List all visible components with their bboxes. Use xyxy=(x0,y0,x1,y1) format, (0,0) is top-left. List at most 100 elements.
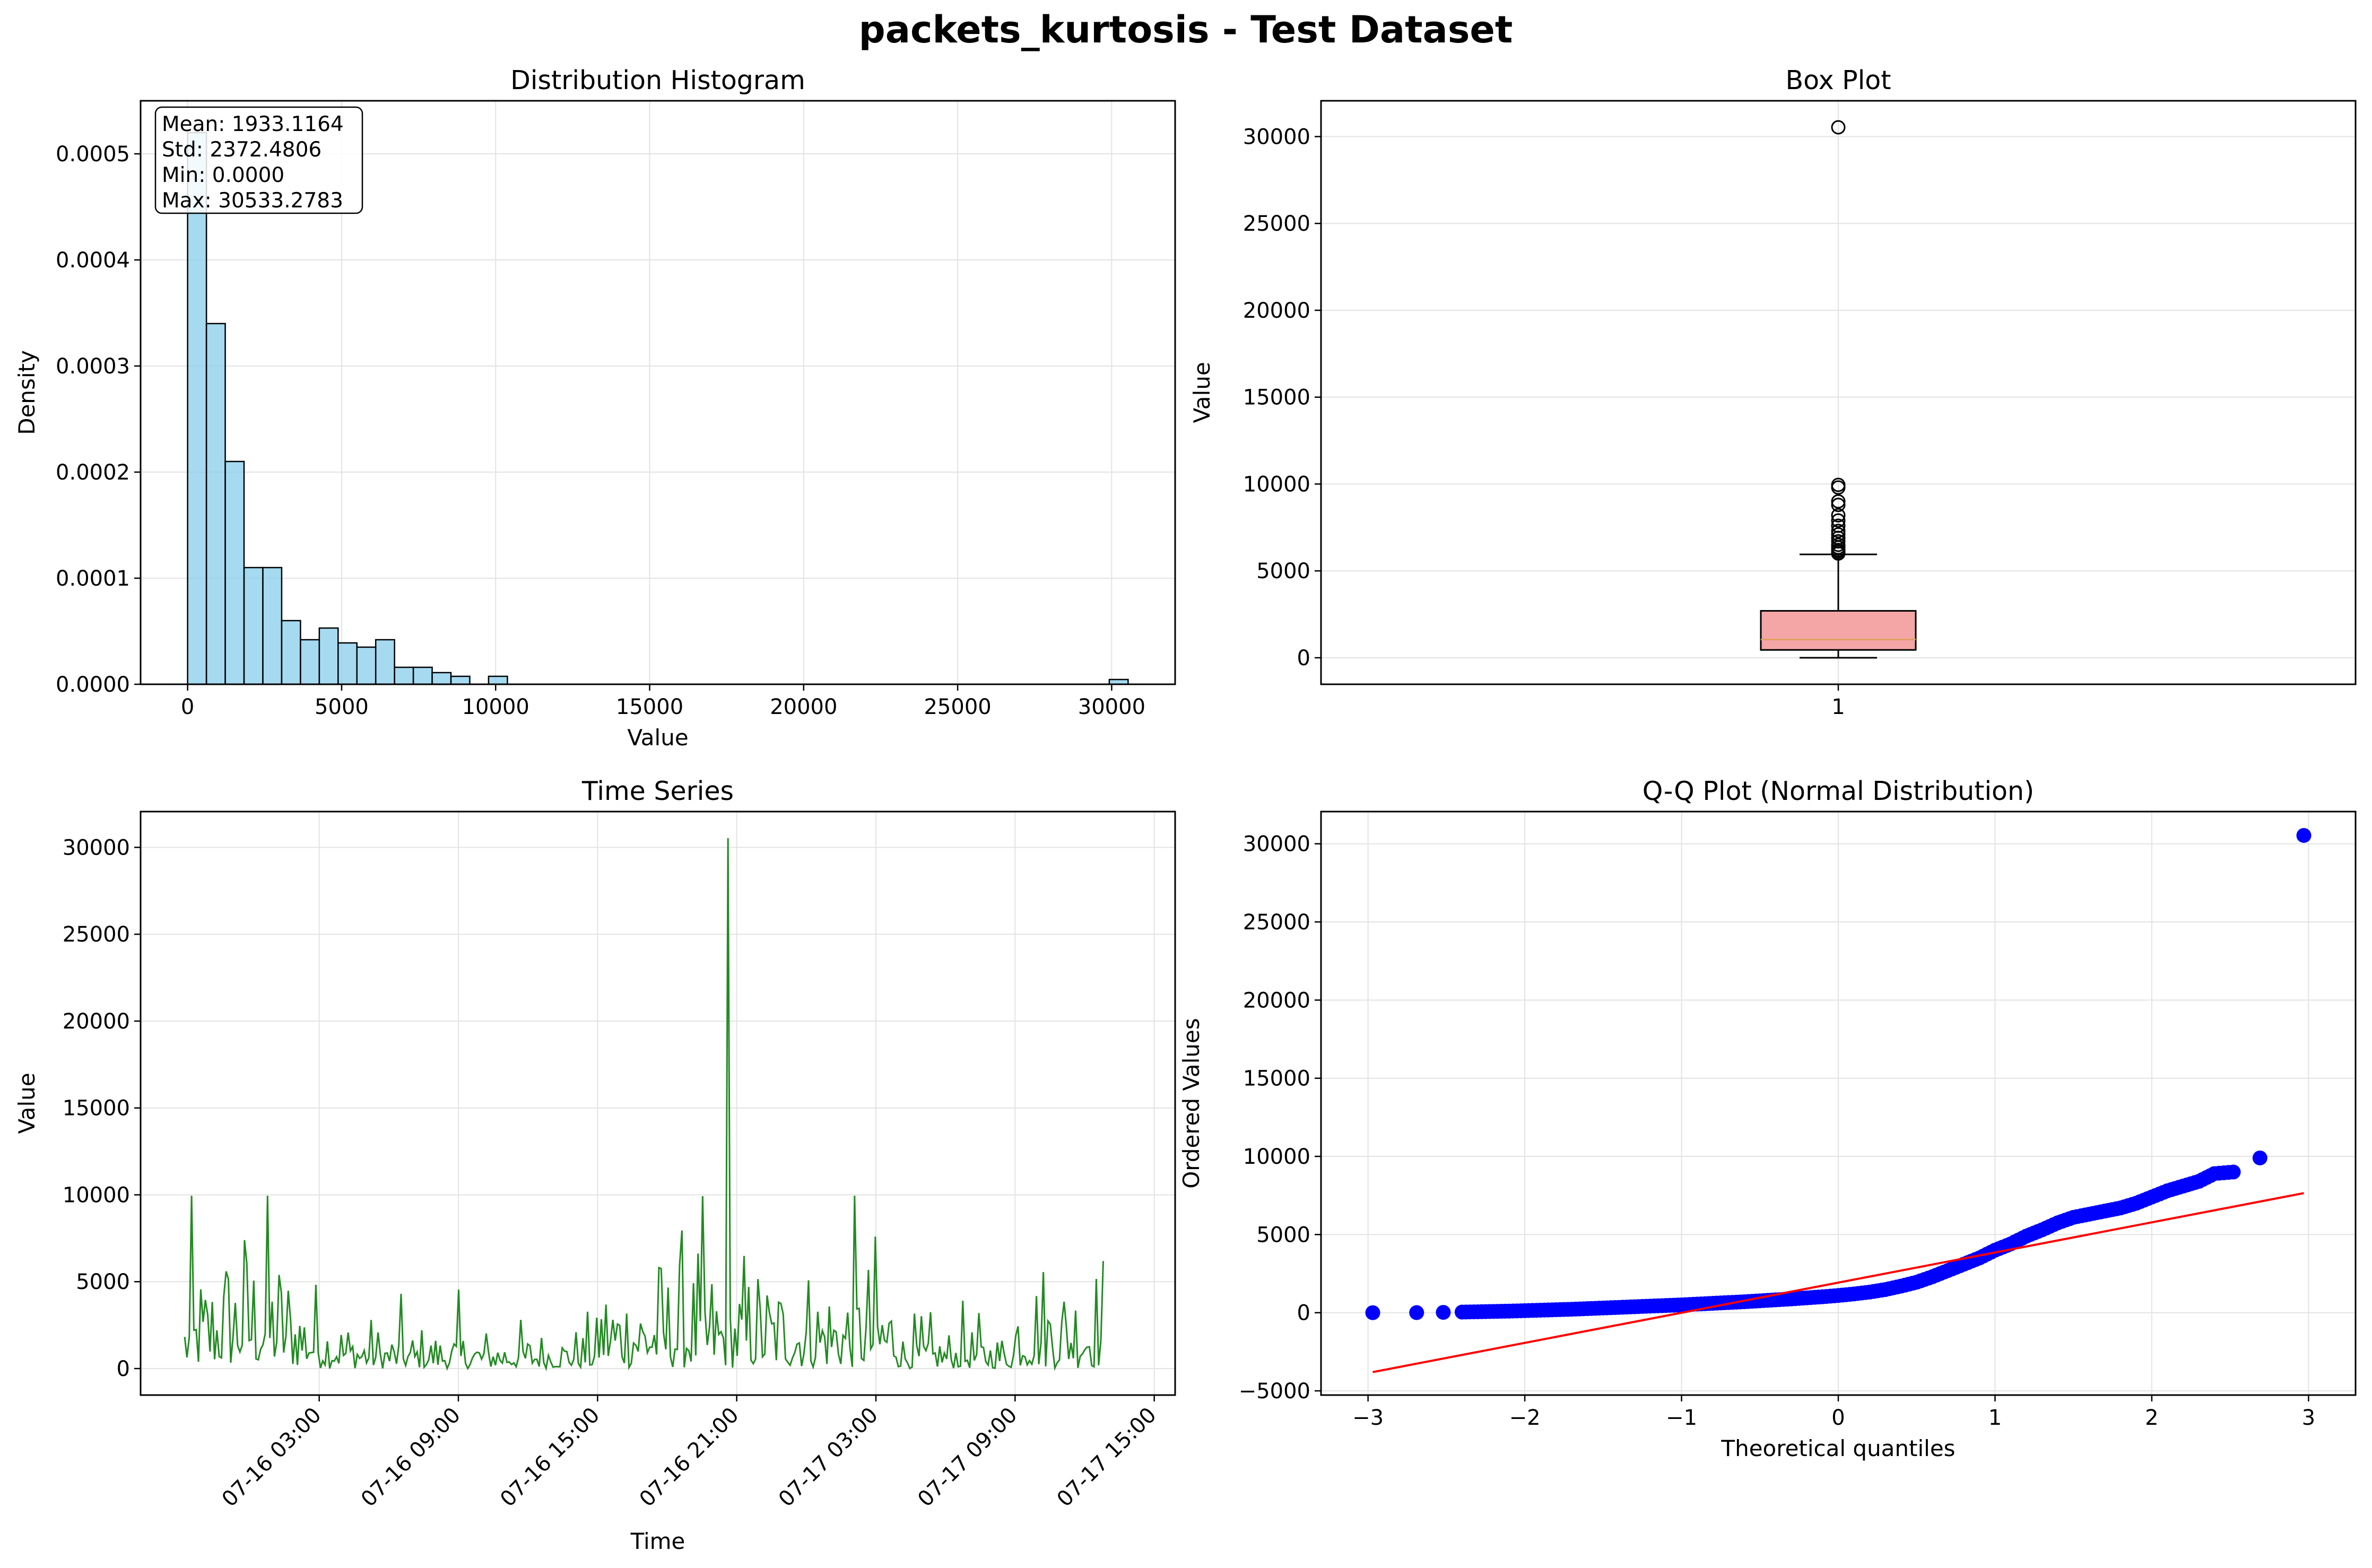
outlier-point xyxy=(1831,494,1846,509)
y-axis-label: Ordered Values xyxy=(1178,1018,1204,1189)
histogram-bar xyxy=(300,639,320,685)
y-tick-label: 30000 xyxy=(63,835,130,860)
outlier-point xyxy=(1831,537,1846,552)
y-tick-label: 5000 xyxy=(76,1270,130,1294)
outlier-point xyxy=(1831,120,1846,135)
y-axis-label: Value xyxy=(14,1073,40,1134)
y-tick-label: 0 xyxy=(1297,1301,1310,1326)
qq-point xyxy=(2252,1150,2267,1165)
histogram-bar xyxy=(281,620,301,685)
y-tick-label: 0.0004 xyxy=(56,248,130,273)
y-tick-label: 0.0005 xyxy=(56,142,130,167)
y-tick-label: 25000 xyxy=(1243,212,1310,236)
outlier-point xyxy=(1831,498,1846,512)
x-tick-label: 0 xyxy=(181,695,194,719)
y-axis-label: Density xyxy=(14,350,40,435)
x-tick-label: 10000 xyxy=(462,695,529,719)
qq-point xyxy=(1365,1305,1380,1320)
y-tick-label: 30000 xyxy=(1243,832,1310,857)
axes-title: Box Plot xyxy=(1785,65,1891,95)
stats-line: Min: 0.0000 xyxy=(162,163,284,187)
y-tick-label: 15000 xyxy=(63,1096,130,1121)
series-line xyxy=(184,838,1104,1372)
box-iqr xyxy=(1760,610,1917,651)
y-tick-label: 15000 xyxy=(1243,386,1310,410)
qq-point xyxy=(2221,1165,2236,1180)
x-tick-label: −2 xyxy=(1509,1406,1541,1430)
y-tick-label: 10000 xyxy=(1243,472,1310,496)
y-tick-label: 10000 xyxy=(1243,1145,1310,1169)
histogram-bar xyxy=(262,567,283,685)
stats-line: Max: 30533.2783 xyxy=(162,189,343,213)
axes-title: Q-Q Plot (Normal Distribution) xyxy=(1643,776,2034,806)
histogram-bar xyxy=(205,323,226,685)
qq-point xyxy=(2296,827,2312,843)
y-tick-label: 0.0002 xyxy=(56,460,130,485)
fit-line xyxy=(1372,1192,2304,1373)
stats-line: Mean: 1933.1164 xyxy=(162,112,344,136)
y-tick-label: 30000 xyxy=(1243,125,1310,149)
outlier-point xyxy=(1831,513,1846,528)
y-tick-label: −5000 xyxy=(1239,1379,1310,1404)
axes-title: Distribution Histogram xyxy=(510,65,805,95)
x-tick-label: 30000 xyxy=(1078,695,1145,719)
histogram-bar xyxy=(431,672,452,685)
x-tick-label: 1 xyxy=(1988,1406,2002,1430)
axes-title: Time Series xyxy=(581,776,734,806)
y-tick-label: 5000 xyxy=(1256,559,1310,583)
x-tick-label: 0 xyxy=(1831,1406,1845,1430)
y-tick-label: 20000 xyxy=(63,1009,130,1034)
y-tick-label: 0 xyxy=(117,1357,130,1381)
histogram-bar xyxy=(356,646,377,685)
axes-frame xyxy=(140,811,1176,1396)
histogram-panel: 0.0000 0.0001 0.0002 0.0003 0.0004 0.0005 0 500… xyxy=(14,65,1176,751)
x-tick-label: 15000 xyxy=(616,695,683,719)
outlier-point xyxy=(1831,527,1846,542)
x-tick-label: −1 xyxy=(1666,1406,1697,1430)
histogram-bar xyxy=(488,675,508,685)
axes-frame xyxy=(140,100,1176,685)
y-tick-label: 10000 xyxy=(63,1183,130,1207)
histogram-bar xyxy=(394,666,414,685)
axes-frame xyxy=(1320,100,2357,685)
histogram-bar xyxy=(243,567,264,685)
x-axis-label: Time xyxy=(630,1528,685,1554)
x-tick-label: −3 xyxy=(1352,1406,1384,1430)
figure-title: packets_kurtosis - Test Dataset xyxy=(859,8,1513,51)
histogram-bar xyxy=(318,627,339,685)
histogram-bar xyxy=(187,132,207,685)
histogram-bar xyxy=(224,460,245,685)
y-axis-label: Value xyxy=(1189,362,1215,423)
box-plot-panel: 0 5000 10000 15000 20000 25000 30000 1 Box Plot V… xyxy=(1189,65,2357,719)
outlier-point xyxy=(1831,477,1846,492)
y-tick-label: 25000 xyxy=(1243,910,1310,935)
x-tick-label: 1 xyxy=(1831,695,1845,719)
y-tick-label: 15000 xyxy=(1243,1067,1310,1091)
histogram-bar xyxy=(450,675,471,685)
y-tick-label: 25000 xyxy=(63,922,130,947)
x-tick-label: 3 xyxy=(2302,1406,2315,1430)
x-axis-label: Theoretical quantiles xyxy=(1721,1435,1955,1461)
y-tick-label: 0.0000 xyxy=(56,673,130,697)
histogram-bar xyxy=(412,666,433,685)
y-tick-label: 20000 xyxy=(1243,299,1310,323)
qq-plot-panel: −5000 0 5000 10000 15000 20000 25000 30000 −3 −2 −… xyxy=(1178,776,2357,1461)
x-tick-label: 5000 xyxy=(315,695,369,719)
y-tick-label: 5000 xyxy=(1256,1223,1310,1247)
x-tick-label: 25000 xyxy=(924,695,991,719)
y-tick-label: 0.0003 xyxy=(56,354,130,379)
outlier-point xyxy=(1831,534,1846,549)
x-tick-label: 20000 xyxy=(770,695,837,719)
histogram-bar xyxy=(375,639,395,685)
y-tick-label: 20000 xyxy=(1243,988,1310,1013)
histogram-bar xyxy=(337,642,358,685)
axes-frame xyxy=(1320,811,2357,1396)
outlier-point xyxy=(1831,518,1846,533)
outlier-point xyxy=(1831,508,1846,522)
qq-point xyxy=(1409,1305,1424,1320)
x-tick-label: 2 xyxy=(2145,1406,2158,1430)
y-tick-label: 0.0001 xyxy=(56,567,130,591)
x-axis-label: Value xyxy=(627,725,688,751)
outlier-point xyxy=(1831,524,1846,538)
